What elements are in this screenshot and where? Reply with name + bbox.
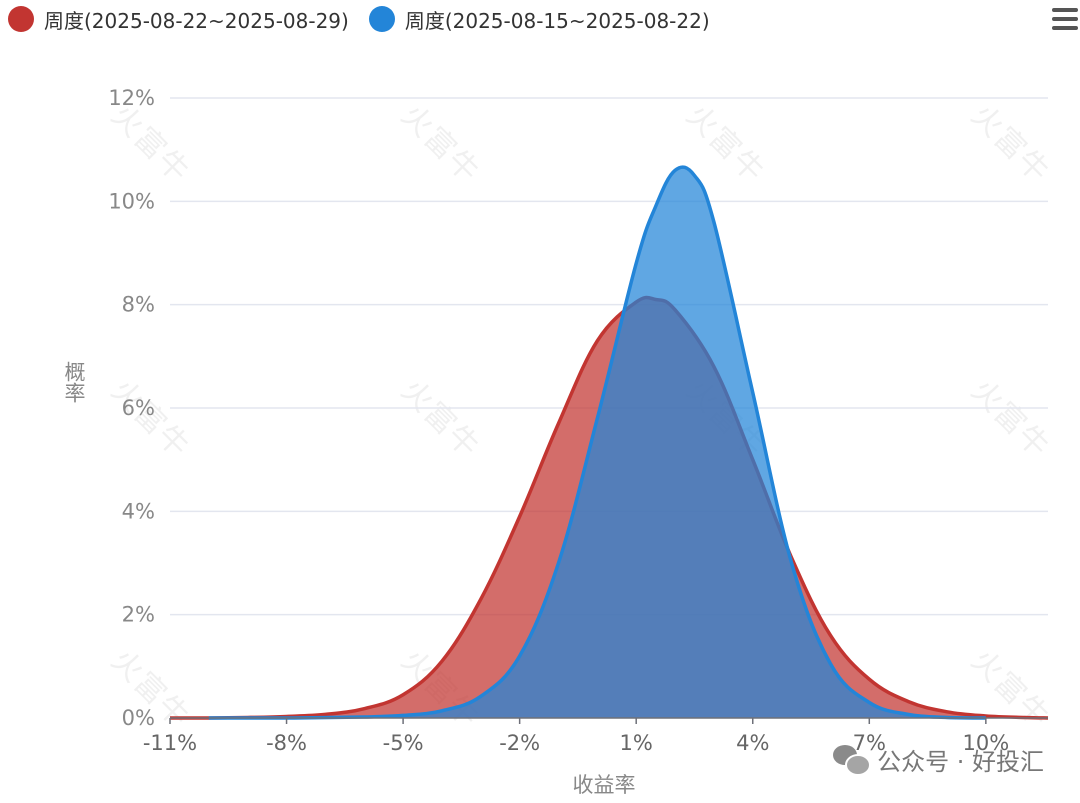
x-tick-label: 4%	[736, 731, 769, 755]
x-tick-label: -8%	[266, 731, 307, 755]
y-tick-label: 0%	[122, 706, 155, 730]
y-tick-label: 2%	[122, 603, 155, 627]
x-tick-label: 7%	[853, 731, 886, 755]
legend-swatch-blue	[368, 6, 395, 32]
y-tick-label: 4%	[122, 499, 155, 523]
chart-legend: 周度(2025-08-22~2025-08-29) 周度(2025-08-15~…	[8, 4, 710, 34]
x-axis-title: 收益率	[573, 773, 636, 797]
legend-label: 周度(2025-08-22~2025-08-29)	[44, 8, 349, 33]
y-axis-title: 概率	[62, 361, 86, 403]
axes: 0% 2% 4% 6% 8% 10% 12% -11% -8% -5% -2% 1% 4% 7% 10% 收益…	[62, 86, 1048, 797]
x-tick-label: -2%	[499, 731, 540, 755]
y-tick-label: 10%	[108, 189, 155, 213]
x-tick-label: 1%	[620, 731, 653, 755]
series-area-1	[208, 167, 986, 719]
footer-watermark: 公众号 · 好投汇	[833, 742, 1044, 777]
legend-item-previous-week[interactable]: 周度(2025-08-15~2025-08-22)	[368, 5, 710, 34]
x-tick-label: 10%	[962, 731, 1009, 755]
wechat-icon	[833, 744, 872, 776]
legend-item-current-week[interactable]: 周度(2025-08-22~2025-08-29)	[8, 5, 349, 34]
footer-watermark-text: 公众号 · 好投汇	[877, 748, 1044, 776]
legend-swatch-red	[8, 6, 34, 32]
hamburger-menu-icon[interactable]	[1052, 8, 1078, 34]
y-tick-label: 12%	[108, 86, 155, 110]
series-line-1	[208, 165, 986, 720]
y-tick-label: 8%	[122, 293, 155, 317]
legend-label: 周度(2025-08-15~2025-08-22)	[404, 8, 710, 33]
series-areas	[170, 165, 1049, 720]
x-tick-label: -5%	[383, 731, 424, 755]
x-tick-label: -11%	[143, 731, 197, 755]
y-tick-label: 6%	[122, 396, 155, 420]
